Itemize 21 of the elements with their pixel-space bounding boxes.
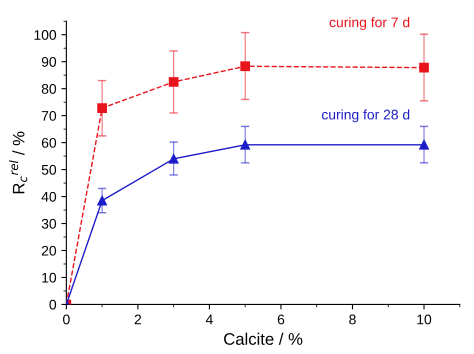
x-axis-title: Calcite / % xyxy=(224,332,302,345)
y-tick-label: 30 xyxy=(42,218,56,229)
y-tick-label: 50 xyxy=(42,164,56,175)
y-tick-label: 40 xyxy=(42,192,56,202)
y-tick-label: 0 xyxy=(49,300,56,310)
x-tick-label: 0 xyxy=(63,314,70,324)
y-tick-label: 20 xyxy=(42,246,56,256)
series-label: curing for 28 d xyxy=(322,109,410,122)
x-tick-label: 8 xyxy=(349,314,356,324)
y-tick-label: 100 xyxy=(34,30,56,40)
text: curing for 7 d xyxy=(330,17,410,30)
y-tick-label: 80 xyxy=(42,84,56,94)
y-tick-label: 70 xyxy=(42,110,56,121)
x-tick-label: 4 xyxy=(206,314,213,324)
x-tick-label: 6 xyxy=(278,314,284,324)
y-tick-label: 60 xyxy=(42,138,56,148)
y-axis-title: R$_{c}$$^{rel}$ / % xyxy=(9,132,28,194)
x-tick-label: 2 xyxy=(134,314,142,324)
x-tick-label: 10 xyxy=(417,314,432,324)
y-tick-label: 90 xyxy=(42,57,56,67)
y-tick-label: 10 xyxy=(42,272,56,283)
